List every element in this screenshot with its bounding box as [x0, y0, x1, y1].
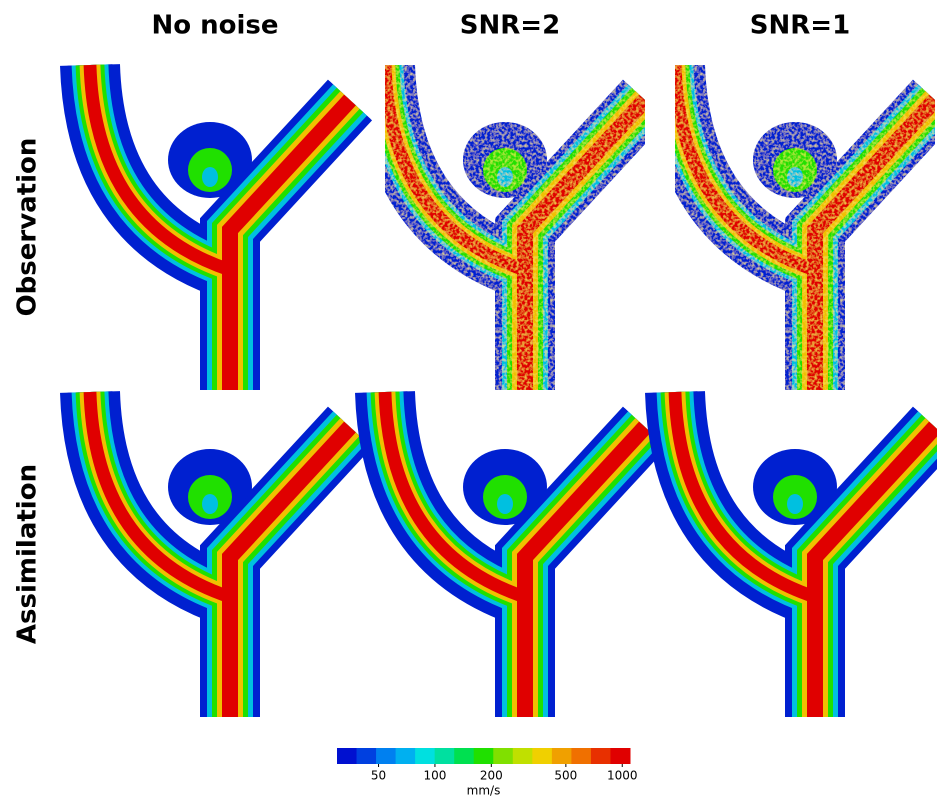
flow-layer: [525, 427, 645, 717]
colorbar-tick-label: 100: [423, 769, 446, 783]
colorbar-band: [396, 748, 416, 764]
vessel-panel: [675, 65, 935, 390]
colorbar-band: [454, 748, 474, 764]
colorbar-band: [591, 748, 611, 764]
row-label: Observation: [13, 138, 43, 317]
colorbar-band: [493, 748, 513, 764]
aneurysm-eye: [202, 167, 218, 187]
colorbar-unit: mm/s: [467, 784, 501, 798]
colorbar-band: [415, 748, 435, 764]
aneurysm-eye: [787, 167, 803, 187]
colorbar-band: [571, 748, 591, 764]
row-label: Assimilation: [13, 464, 43, 644]
colorbar-band: [610, 748, 630, 764]
figure: 50 100 200 500 1000 mm/s No noise SNR=2 SNR=1 Ob…: [0, 0, 937, 808]
aneurysm-eye: [497, 167, 513, 187]
column-title: No noise: [151, 11, 278, 41]
column-title: SNR=1: [750, 11, 850, 41]
colorbar-band: [513, 748, 533, 764]
colorbar-band: [357, 748, 377, 764]
vessel-panel: [90, 392, 350, 717]
flow-layer: [815, 427, 935, 717]
aneurysm-eye: [202, 494, 218, 514]
flow-layer: [525, 100, 645, 390]
colorbar-band: [376, 748, 396, 764]
vessel-panel: [675, 392, 935, 717]
colorbar-band: [435, 748, 455, 764]
colorbar-band: [532, 748, 552, 764]
vessel-panel: [90, 65, 350, 390]
colorbar-tick-label: 200: [480, 769, 503, 783]
vessel-panel: [385, 65, 645, 390]
colorbar-tick-label: 500: [554, 769, 577, 783]
colorbar-tick-label: 1000: [607, 769, 638, 783]
flow-layer: [815, 100, 935, 390]
vessel-panel: [385, 392, 645, 717]
flow-layer: [230, 100, 350, 390]
aneurysm-eye: [787, 494, 803, 514]
aneurysm-eye: [497, 494, 513, 514]
colorbar-band: [552, 748, 572, 764]
colorbar-tick-label: 50: [371, 769, 386, 783]
colorbar-band: [474, 748, 494, 764]
column-title: SNR=2: [460, 11, 560, 41]
colorbar-band: [337, 748, 357, 764]
flow-layer: [230, 427, 350, 717]
